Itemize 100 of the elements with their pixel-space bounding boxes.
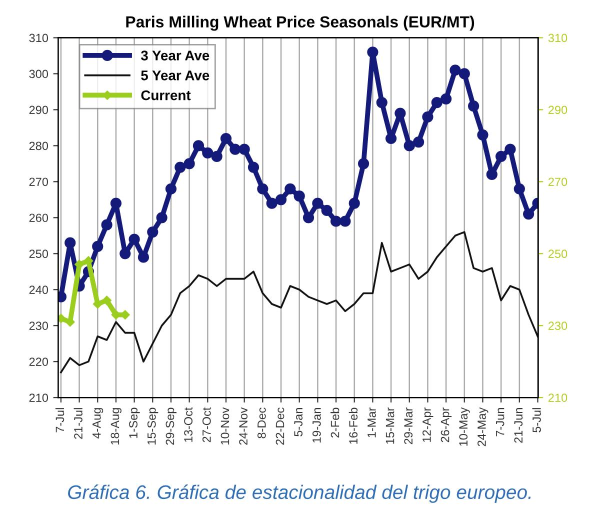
x-tick-label: 15-Sep	[147, 408, 158, 444]
legend-label: 5 Year Ave	[141, 70, 210, 80]
x-tick-label: 29-Sep	[166, 408, 176, 445]
point	[138, 252, 150, 263]
line-series	[60, 231, 538, 374]
point	[404, 140, 415, 152]
point	[275, 194, 287, 206]
legend-label: Current	[141, 90, 191, 100]
point	[220, 132, 232, 144]
x-tick-label: 1-Mar	[368, 407, 376, 438]
y-tick-label: 240	[29, 286, 48, 294]
point	[412, 136, 424, 148]
x-tick-label: 5-Jan	[294, 408, 303, 436]
point	[431, 96, 442, 108]
point	[523, 208, 534, 220]
point	[358, 158, 370, 170]
x-tick-label: 26-Apr	[440, 407, 452, 442]
x-tick-label: 16-Feb	[348, 408, 358, 444]
text: Gráfica 6. Gráfica de estacionalidad del trigo europeo.	[68, 484, 531, 503]
y-tick-label: 310	[29, 34, 48, 42]
point	[385, 132, 397, 144]
point	[348, 198, 360, 209]
x-tick-label: 7-Jul	[55, 408, 64, 432]
x-tick-label: 5-Jul	[532, 408, 541, 432]
point	[93, 299, 102, 309]
point	[294, 190, 305, 202]
point	[64, 237, 76, 248]
point	[422, 111, 434, 122]
point	[174, 162, 186, 173]
point	[184, 158, 195, 170]
point	[192, 140, 204, 152]
y-tick-label: 270	[29, 178, 48, 186]
x-tick-label: 13-Oct	[184, 407, 192, 442]
point	[312, 198, 324, 209]
y-tick-label: 280	[29, 142, 48, 150]
point	[202, 147, 214, 158]
point	[486, 168, 498, 180]
point	[284, 183, 296, 194]
point	[504, 144, 516, 155]
x-tick-label: 24-May	[478, 407, 488, 446]
point	[321, 204, 332, 216]
x-tick-label: 10-May	[459, 407, 470, 446]
x-tick-label: 29-Mar	[404, 407, 413, 444]
x-tick-label: 27-Oct	[202, 407, 211, 442]
x-tick-label: 21-Jun	[514, 408, 523, 443]
x-tick-label: 7-Jun	[496, 408, 504, 436]
point	[84, 256, 94, 266]
point	[450, 64, 461, 76]
x-tick-label: 2-Feb	[330, 408, 340, 438]
x-tick-label: 8-Dec	[257, 408, 266, 438]
x-tick-label: 22-Dec	[276, 408, 284, 445]
point	[496, 150, 507, 162]
point	[514, 183, 525, 194]
point	[238, 144, 250, 155]
point	[101, 219, 112, 230]
y-tick-label: 220	[29, 358, 48, 366]
point	[147, 226, 158, 238]
y2-tick-label: 230	[548, 322, 568, 330]
point	[477, 129, 488, 140]
point	[458, 68, 470, 80]
x-tick-label: 18-Aug	[110, 408, 122, 444]
x-tick-label: 24-Nov	[239, 407, 248, 445]
point	[340, 216, 351, 227]
x-tick-label: 12-Apr	[422, 407, 434, 442]
x-tick-label: 10-Nov	[220, 407, 230, 444]
y-tick-label: 260	[29, 214, 48, 222]
y2-tick-label: 310	[548, 34, 568, 42]
point	[266, 198, 278, 209]
y-tick-label: 250	[29, 250, 48, 258]
y2-tick-label: 210	[548, 394, 568, 402]
point	[302, 212, 314, 224]
y-tick-label: 230	[29, 322, 48, 330]
point	[257, 183, 268, 194]
x-tick-label: 15-Mar	[386, 407, 394, 444]
point	[230, 144, 241, 155]
y-tick-label: 210	[29, 394, 48, 402]
point	[92, 240, 104, 252]
legend-label: 3 Year Ave	[140, 50, 210, 60]
point	[58, 314, 66, 324]
point	[120, 248, 131, 260]
y2-tick-label: 270	[548, 178, 568, 186]
point	[110, 198, 122, 209]
point	[156, 212, 168, 224]
point	[394, 108, 406, 119]
point	[248, 162, 260, 173]
chart-title: Paris Milling Wheat Price Seasonals (EUR/MT)	[126, 16, 474, 31]
point	[468, 100, 480, 112]
y2-tick-label: 290	[548, 106, 568, 114]
y-tick-label: 300	[29, 70, 48, 78]
point	[440, 93, 452, 104]
y2-tick-label: 250	[548, 250, 568, 258]
x-tick-label: 19-Jan	[312, 408, 321, 442]
y-tick-label: 290	[29, 106, 48, 114]
point	[165, 183, 177, 194]
point	[376, 96, 388, 108]
x-tick-label: 21-Jul	[74, 408, 82, 439]
x-tick-label: 4-Aug	[92, 408, 104, 439]
x-tick-label: 1-Sep	[129, 408, 140, 438]
point	[102, 296, 112, 306]
point	[128, 234, 140, 245]
